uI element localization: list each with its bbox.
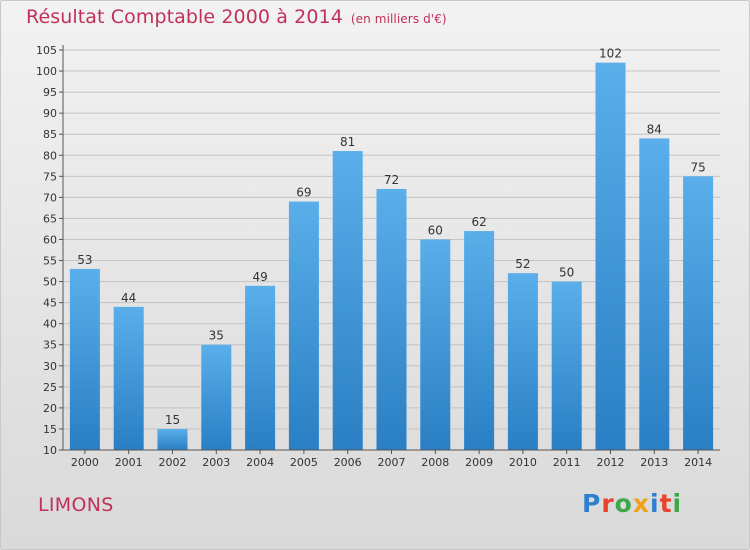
y-tick-label: 80 bbox=[43, 149, 57, 162]
bar bbox=[376, 188, 407, 450]
y-tick-label: 90 bbox=[43, 107, 57, 120]
bar-value-label: 75 bbox=[690, 160, 705, 174]
bar bbox=[683, 176, 714, 450]
logo-letter: o bbox=[614, 489, 633, 518]
bar-value-label: 44 bbox=[121, 291, 136, 305]
logo-letter: t bbox=[659, 489, 673, 518]
x-tick-label: 2001 bbox=[115, 456, 143, 469]
y-tick-label: 45 bbox=[43, 297, 57, 310]
y-tick-label: 20 bbox=[43, 402, 57, 415]
x-tick-label: 2011 bbox=[553, 456, 581, 469]
bar-value-label: 81 bbox=[340, 135, 355, 149]
bar-value-label: 62 bbox=[471, 215, 486, 229]
commune-name: LIMONS bbox=[38, 494, 114, 516]
x-tick-label: 2004 bbox=[246, 456, 274, 469]
x-tick-label: 2010 bbox=[509, 456, 537, 469]
x-tick-label: 2008 bbox=[421, 456, 449, 469]
bar-value-label: 49 bbox=[252, 270, 267, 284]
bar-value-label: 102 bbox=[599, 47, 622, 61]
unit-note: (en milliers d'€) bbox=[350, 12, 447, 26]
logo-letter: i bbox=[650, 489, 660, 518]
bar-value-label: 60 bbox=[428, 223, 443, 237]
bar bbox=[69, 268, 100, 450]
x-tick-label: 2014 bbox=[684, 456, 712, 469]
bar bbox=[595, 62, 626, 450]
y-tick-label: 60 bbox=[43, 233, 57, 246]
y-tick-label: 50 bbox=[43, 276, 57, 289]
bar bbox=[639, 138, 670, 450]
x-tick-label: 2000 bbox=[71, 456, 99, 469]
y-tick-label: 70 bbox=[43, 191, 57, 204]
bar bbox=[464, 231, 495, 450]
y-tick-label: 95 bbox=[43, 86, 57, 99]
y-tick-label: 105 bbox=[36, 44, 57, 57]
x-tick-label: 2012 bbox=[597, 456, 625, 469]
proxiti-logo: Proxiti bbox=[582, 489, 682, 518]
bar bbox=[288, 201, 319, 450]
bar-value-label: 15 bbox=[165, 413, 180, 427]
y-tick-label: 40 bbox=[43, 318, 57, 331]
logo-letter: r bbox=[601, 489, 615, 518]
bar-value-label: 72 bbox=[384, 173, 399, 187]
bar-value-label: 35 bbox=[209, 329, 224, 343]
logo-letter: P bbox=[582, 489, 602, 518]
x-tick-label: 2013 bbox=[640, 456, 668, 469]
y-tick-label: 65 bbox=[43, 212, 57, 225]
x-tick-label: 2006 bbox=[334, 456, 362, 469]
y-tick-label: 75 bbox=[43, 170, 57, 183]
bar bbox=[551, 281, 582, 450]
x-tick-label: 2003 bbox=[202, 456, 230, 469]
chart-title: Résultat Comptable 2000 à 2014 (en millie… bbox=[26, 6, 447, 28]
bar bbox=[420, 239, 451, 450]
bar bbox=[201, 344, 232, 450]
y-tick-label: 35 bbox=[43, 339, 57, 352]
y-tick-label: 25 bbox=[43, 381, 57, 394]
bar-value-label: 53 bbox=[77, 253, 92, 267]
y-tick-label: 100 bbox=[36, 65, 57, 78]
bar bbox=[113, 306, 144, 450]
x-tick-label: 2007 bbox=[378, 456, 406, 469]
logo-letter: x bbox=[632, 489, 650, 518]
y-tick-label: 10 bbox=[43, 444, 57, 457]
bar-value-label: 52 bbox=[515, 257, 530, 271]
bar bbox=[245, 285, 276, 450]
title-text: Résultat Comptable 2000 à 2014 bbox=[26, 6, 343, 28]
bar-value-label: 84 bbox=[647, 122, 662, 136]
bar bbox=[507, 273, 538, 450]
x-tick-label: 2005 bbox=[290, 456, 318, 469]
bar bbox=[157, 428, 188, 450]
y-tick-label: 85 bbox=[43, 128, 57, 141]
bar-value-label: 50 bbox=[559, 266, 574, 280]
x-tick-label: 2002 bbox=[159, 456, 187, 469]
y-tick-label: 15 bbox=[43, 423, 57, 436]
y-tick-label: 55 bbox=[43, 255, 57, 268]
logo-letter: i bbox=[672, 489, 683, 518]
y-tick-label: 30 bbox=[43, 360, 57, 373]
bar bbox=[332, 151, 363, 451]
x-tick-label: 2009 bbox=[465, 456, 493, 469]
bar-value-label: 69 bbox=[296, 186, 311, 200]
